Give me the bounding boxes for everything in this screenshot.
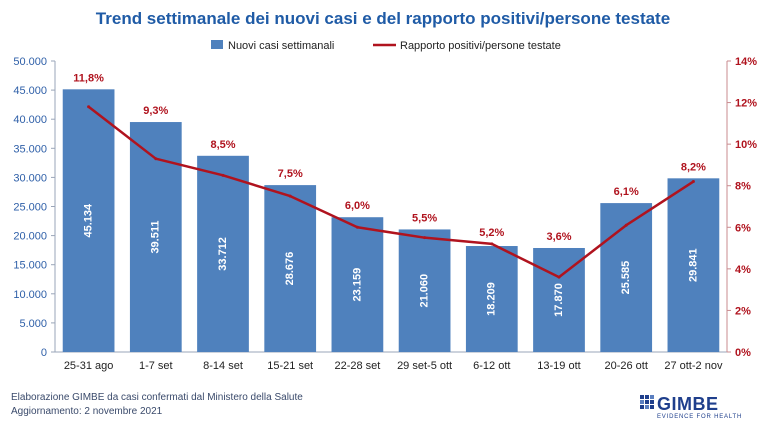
category-label: 25-31 ago — [64, 360, 114, 372]
left-axis-tick-label: 30.000 — [13, 172, 47, 184]
right-axis-tick-label: 14% — [735, 56, 757, 68]
category-label: 8-14 set — [203, 360, 243, 372]
bar-value-label: 23.159 — [351, 268, 363, 302]
line-path — [87, 105, 695, 279]
category-label: 15-21 set — [267, 360, 313, 372]
line-point — [691, 180, 695, 184]
line-value-label: 6,1% — [614, 186, 639, 198]
right-axis-tick-label: 6% — [735, 222, 751, 234]
bar — [129, 122, 182, 352]
bar-value-label: 25.585 — [620, 261, 632, 295]
line-value-label: 3,6% — [546, 231, 571, 243]
line-value-labels: 11,8% 9,3% 8,5% 7,5% 6,0% 5,5% 5,2% 3,6% 6,1% 8,2… — [73, 72, 706, 243]
right-axis-tick-label: 10% — [735, 139, 757, 151]
left-axis-tick-label: 40.000 — [13, 114, 47, 126]
bar-series — [62, 89, 720, 352]
bar-value-labels: 45.134 39.511 33.712 28.676 23.159 21.060 18.2… — [83, 203, 700, 317]
bar-value-label: 29.841 — [687, 248, 699, 282]
left-axis-tick-label: 20.000 — [13, 231, 47, 243]
bar — [62, 89, 115, 352]
left-axis-tick-label: 0 — [41, 347, 47, 359]
category-label: 29 set-5 ott — [397, 360, 452, 372]
line-point — [490, 242, 494, 246]
line-point — [87, 105, 91, 109]
bar — [197, 155, 249, 352]
line-point — [557, 275, 561, 279]
left-axis-tick-label: 5.000 — [19, 318, 47, 330]
legend: Nuovi casi settimanali Rapporto positivi… — [211, 40, 561, 52]
line-point — [624, 223, 628, 227]
line-series — [87, 105, 695, 279]
line-point — [355, 225, 359, 229]
footer-source: Elaborazione GIMBE da casi confermati da… — [11, 392, 303, 403]
bar-value-label: 17.870 — [553, 283, 565, 317]
legend-bar-swatch — [211, 40, 223, 49]
bar-value-label: 33.712 — [217, 237, 229, 271]
left-axis-tick-label: 15.000 — [13, 260, 47, 272]
category-label: 6-12 ott — [473, 360, 510, 372]
line-point — [154, 157, 158, 161]
footer-update: Aggiornamento: 2 novembre 2021 — [11, 406, 163, 417]
bar-value-label: 21.060 — [419, 274, 431, 308]
bar-value-label: 18.209 — [486, 282, 498, 316]
right-axis: 0% 2% 4% 6% 8% 10% 12% 14% — [726, 56, 757, 359]
category-label: 13-19 ott — [537, 360, 580, 372]
logo-subtitle: EVIDENCE FOR HEALTH — [657, 414, 742, 420]
line-point — [423, 236, 427, 240]
line-value-label: 5,5% — [412, 212, 437, 224]
line-value-label: 5,2% — [479, 227, 504, 239]
right-axis-tick-label: 0% — [735, 347, 751, 359]
line-value-label: 8,2% — [681, 161, 706, 173]
gimbe-logo: GIMBE EVIDENCE FOR HEALTH — [640, 394, 742, 420]
bar — [331, 217, 384, 352]
bar — [264, 185, 317, 352]
category-label: 27 ott-2 nov — [664, 360, 723, 372]
line-point — [288, 194, 292, 198]
line-value-label: 7,5% — [278, 168, 303, 180]
category-label: 22-28 set — [334, 360, 380, 372]
right-axis-tick-label: 8% — [735, 181, 751, 193]
legend-bar-label: Nuovi casi settimanali — [228, 40, 334, 52]
left-axis-tick-label: 10.000 — [13, 289, 47, 301]
bar — [398, 229, 451, 352]
bar — [600, 203, 653, 352]
bar — [465, 246, 518, 352]
left-axis-tick-label: 35.000 — [13, 143, 47, 155]
line-point — [221, 173, 225, 177]
bar — [667, 178, 720, 352]
bar-value-label: 28.676 — [284, 252, 296, 286]
category-label: 20-26 ott — [604, 360, 647, 372]
bar-value-label: 39.511 — [150, 220, 162, 253]
chart-title: Trend settimanale dei nuovi casi e del r… — [96, 9, 670, 28]
line-value-label: 8,5% — [210, 139, 235, 151]
right-axis-tick-label: 12% — [735, 98, 757, 110]
left-axis-tick-label: 45.000 — [13, 85, 47, 97]
logo-mark-icon — [640, 395, 654, 409]
line-value-label: 9,3% — [143, 105, 168, 117]
logo-text: GIMBE — [657, 394, 719, 414]
category-label: 1-7 set — [139, 360, 173, 372]
line-value-label: 6,0% — [345, 200, 370, 212]
right-axis-tick-label: 2% — [735, 305, 751, 317]
left-axis-tick-label: 50.000 — [13, 56, 47, 68]
right-axis-tick-label: 4% — [735, 264, 751, 276]
line-value-label: 11,8% — [73, 72, 104, 84]
left-axis-tick-label: 25.000 — [13, 202, 47, 214]
legend-line-label: Rapporto positivi/persone testate — [400, 40, 561, 52]
category-axis-labels: 25-31 ago 1-7 set 8-14 set 15-21 set 22-28 s… — [64, 360, 723, 372]
bar-value-label: 45.134 — [83, 203, 95, 238]
